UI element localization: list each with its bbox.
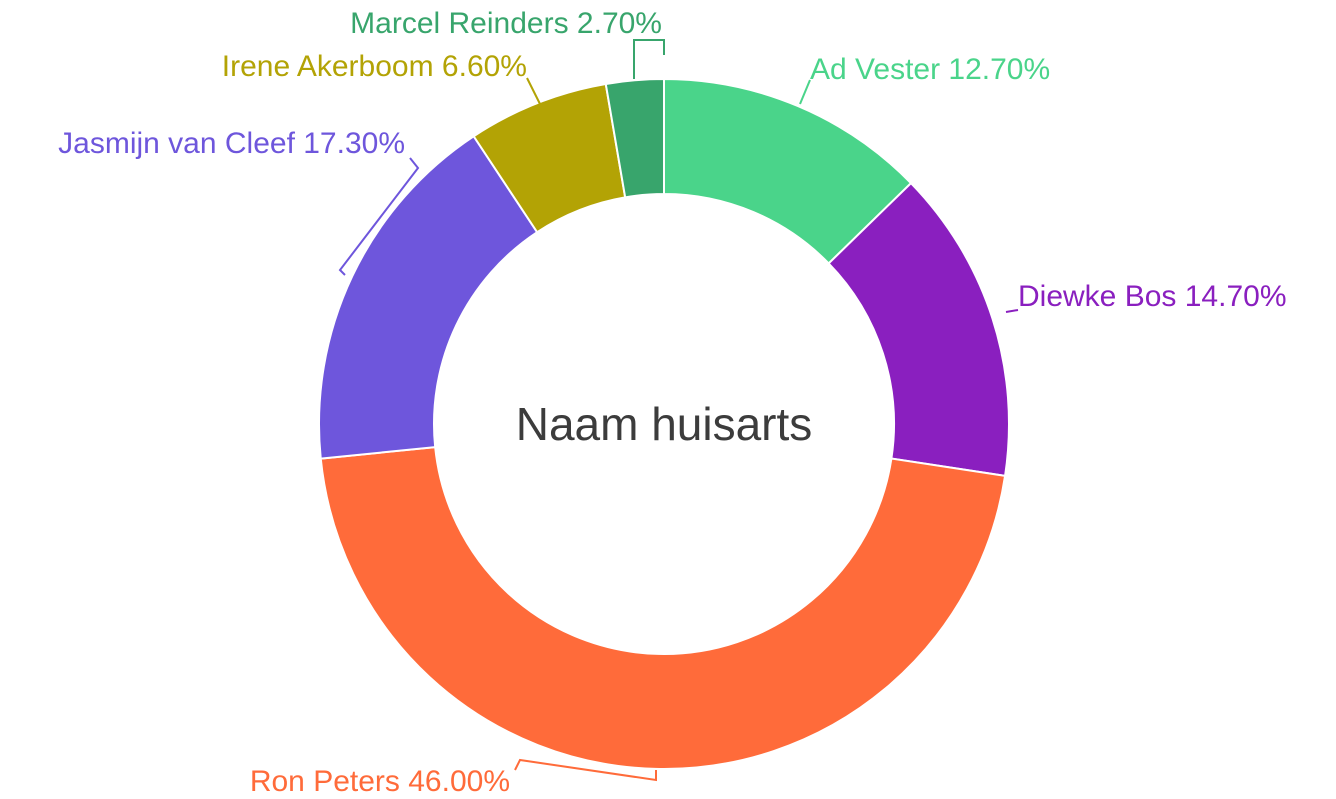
donut-slice xyxy=(318,134,539,460)
slice-name: Jasmijn van Cleef xyxy=(58,127,295,160)
slice-value: 12.70% xyxy=(948,53,1050,86)
slice-name: Diewke Bos xyxy=(1018,280,1176,313)
leader-line xyxy=(526,77,541,105)
slice-name: Marcel Reinders xyxy=(350,7,568,40)
slice-label: Diewke Bos 14.70% xyxy=(1018,280,1287,313)
chart-title: Naam huisarts xyxy=(516,398,813,450)
slice-value: 17.30% xyxy=(303,127,405,160)
leader-line xyxy=(633,39,665,79)
slice-name: Ron Peters xyxy=(250,765,400,798)
donut-slice xyxy=(604,77,665,199)
slice-value: 14.70% xyxy=(1185,280,1287,313)
slice-name: Irene Akerboom xyxy=(222,50,434,83)
slice-value: 46.00% xyxy=(408,765,510,798)
slice-label: Marcel Reinders 2.70% xyxy=(350,7,662,40)
leader-line xyxy=(1005,309,1019,313)
donut-slice xyxy=(319,445,1007,770)
leader-line xyxy=(338,157,420,276)
slice-label: Jasmijn van Cleef 17.30% xyxy=(58,127,405,160)
leader-line xyxy=(799,79,811,105)
slice-value: 2.70% xyxy=(577,7,662,40)
slice-label: Ad Vester 12.70% xyxy=(810,53,1050,86)
leader-line xyxy=(514,758,657,782)
slice-value: 6.60% xyxy=(442,50,527,83)
slice-label: Ron Peters 46.00% xyxy=(250,765,510,798)
slice-label: Irene Akerboom 6.60% xyxy=(222,50,527,83)
slice-name: Ad Vester xyxy=(810,53,940,86)
